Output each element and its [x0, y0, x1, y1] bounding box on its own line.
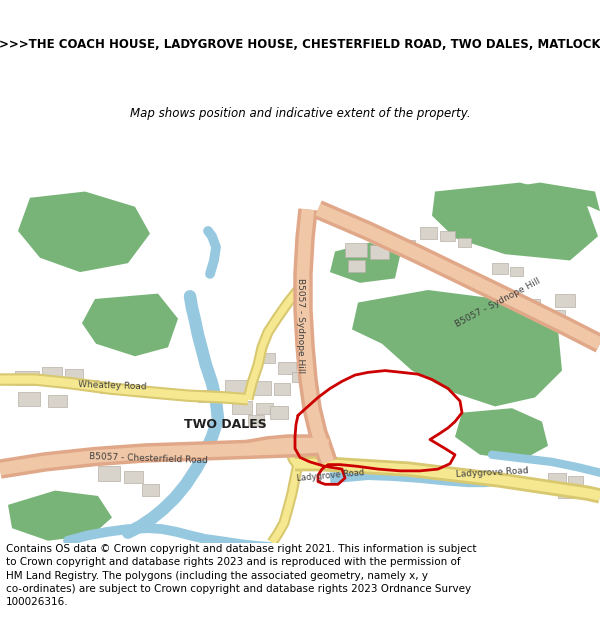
Polygon shape	[455, 408, 548, 460]
Bar	[370, 245, 389, 259]
Bar	[348, 261, 365, 272]
Bar	[525, 299, 540, 310]
Bar	[555, 294, 575, 307]
Polygon shape	[352, 290, 562, 406]
Bar	[382, 236, 398, 247]
Bar	[458, 238, 471, 247]
Bar	[248, 416, 264, 426]
Bar	[274, 383, 290, 395]
Bar	[292, 372, 306, 382]
Polygon shape	[480, 182, 600, 211]
Bar	[252, 381, 271, 395]
Bar	[510, 267, 523, 276]
Polygon shape	[82, 294, 178, 356]
Text: >>>THE COACH HOUSE, LADYGROVE HOUSE, CHESTERFIELD ROAD, TWO DALES, MATLOCK: >>>THE COACH HOUSE, LADYGROVE HOUSE, CHE…	[0, 38, 600, 51]
Bar	[260, 352, 275, 363]
Bar	[400, 240, 415, 250]
Bar	[256, 403, 273, 414]
Text: B5057 - Sydnope Hill: B5057 - Sydnope Hill	[454, 276, 542, 329]
Bar	[548, 472, 566, 485]
Text: B5057 - Chesterfield Road: B5057 - Chesterfield Road	[89, 452, 208, 465]
Polygon shape	[18, 191, 150, 272]
Text: B5057 - Sydnope Hill: B5057 - Sydnope Hill	[296, 278, 305, 373]
Bar	[440, 231, 455, 241]
Polygon shape	[432, 182, 598, 261]
Bar	[18, 392, 40, 406]
Text: Wheatley Road: Wheatley Road	[77, 380, 146, 391]
Bar	[142, 484, 159, 496]
Bar	[492, 263, 508, 274]
Text: Contains OS data © Crown copyright and database right 2021. This information is : Contains OS data © Crown copyright and d…	[6, 544, 476, 607]
Bar	[124, 471, 143, 483]
Bar	[345, 242, 367, 257]
Bar	[42, 367, 62, 379]
Bar	[198, 390, 214, 402]
Bar	[278, 362, 296, 374]
Bar	[558, 487, 574, 498]
Bar	[15, 371, 39, 385]
Bar	[65, 369, 83, 381]
Bar	[568, 476, 583, 487]
Bar	[548, 310, 565, 321]
Bar	[98, 466, 120, 481]
Polygon shape	[8, 491, 112, 541]
Bar	[225, 379, 247, 394]
Text: Map shows position and indicative extent of the property.: Map shows position and indicative extent…	[130, 107, 470, 120]
Bar	[48, 395, 67, 408]
Text: TWO DALES: TWO DALES	[184, 418, 266, 431]
Text: Ladygrove Road: Ladygrove Road	[455, 466, 529, 479]
Bar	[420, 228, 437, 239]
Text: Ladygrove Road: Ladygrove Road	[296, 468, 364, 482]
Polygon shape	[330, 242, 400, 283]
Bar	[232, 401, 252, 414]
Bar	[578, 487, 592, 497]
Bar	[100, 383, 114, 393]
Bar	[82, 379, 98, 390]
Bar	[270, 406, 288, 419]
